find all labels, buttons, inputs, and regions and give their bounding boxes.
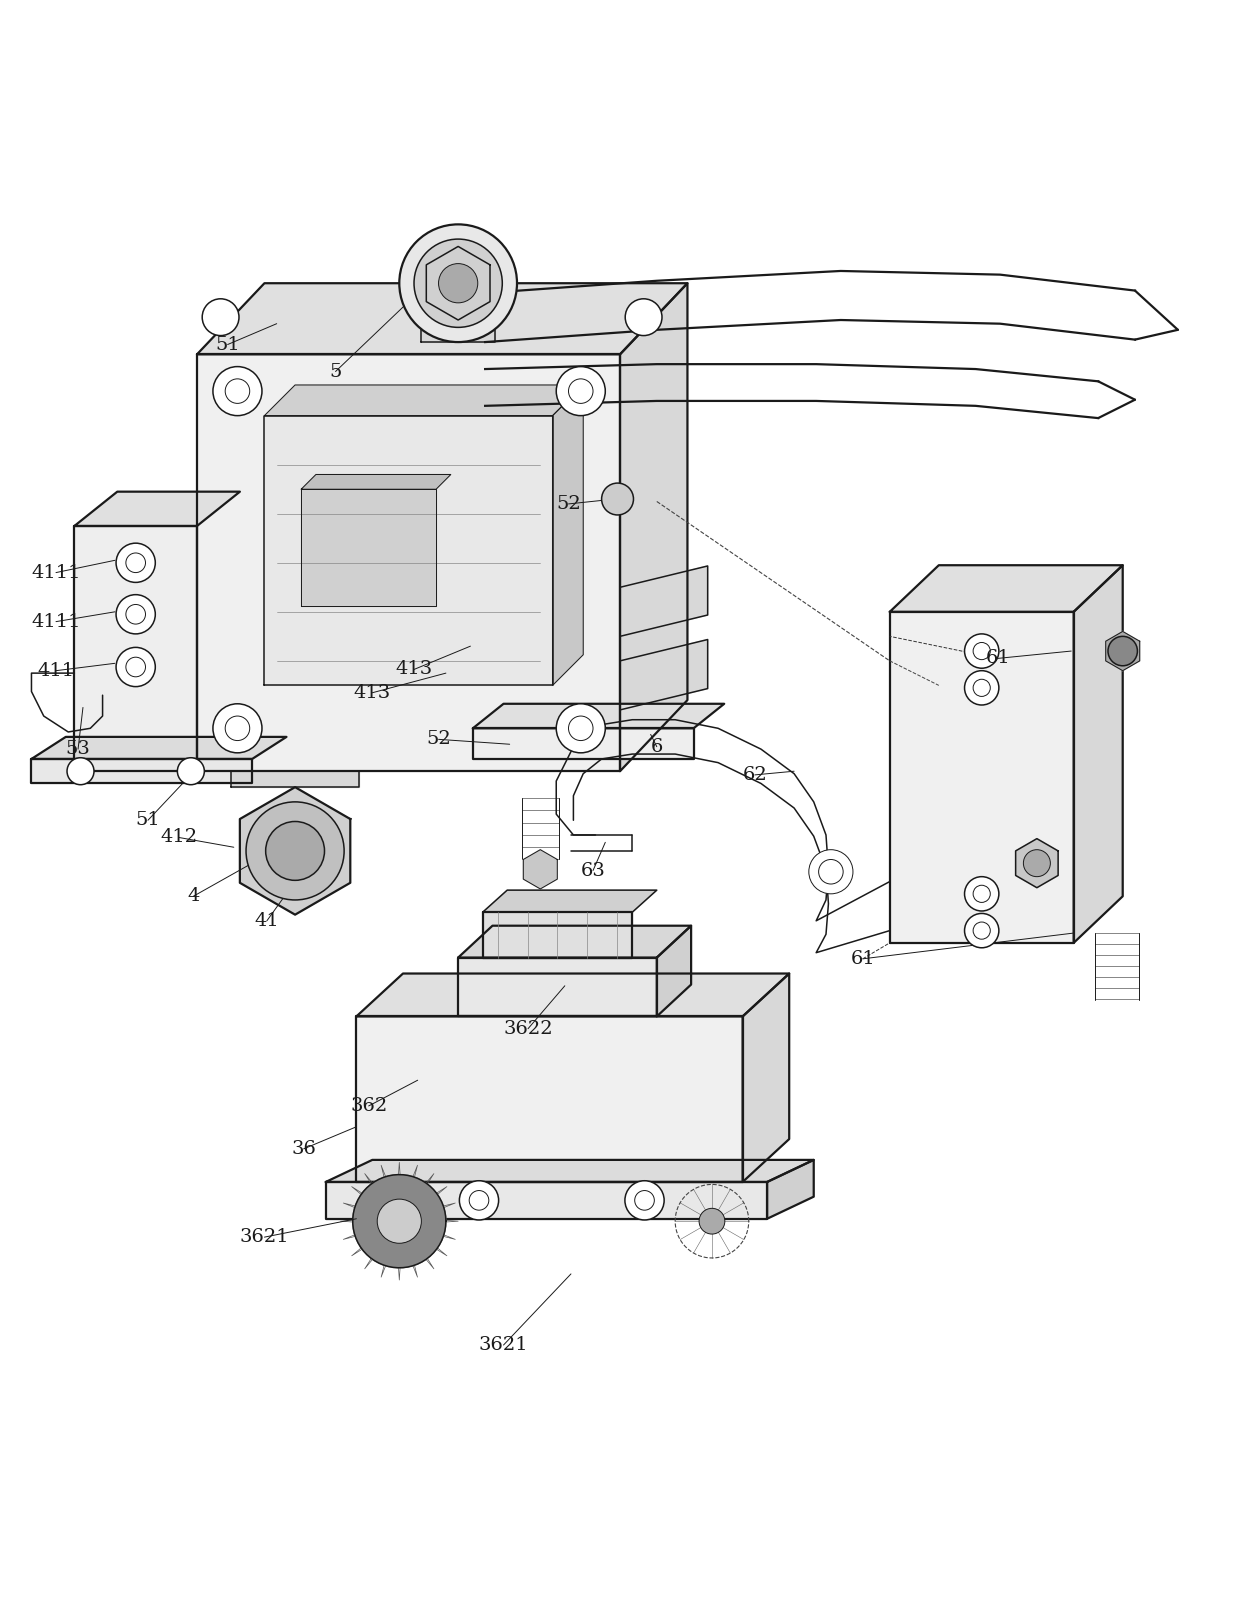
Text: 413: 413	[396, 661, 433, 679]
Polygon shape	[264, 415, 553, 685]
Text: 51: 51	[135, 811, 160, 829]
Text: 53: 53	[66, 740, 91, 758]
Text: 36: 36	[291, 1139, 316, 1157]
Text: 3621: 3621	[239, 1228, 289, 1246]
Polygon shape	[472, 705, 724, 729]
Circle shape	[557, 367, 605, 415]
Polygon shape	[620, 640, 708, 709]
Text: 63: 63	[580, 861, 605, 879]
Text: 62: 62	[743, 766, 768, 784]
Polygon shape	[264, 385, 583, 415]
Text: 4: 4	[187, 887, 200, 905]
Polygon shape	[197, 354, 620, 771]
Circle shape	[246, 802, 345, 900]
Circle shape	[557, 705, 605, 753]
Polygon shape	[458, 958, 657, 1016]
Circle shape	[213, 367, 262, 415]
Polygon shape	[356, 1016, 743, 1181]
Circle shape	[459, 1181, 498, 1220]
Circle shape	[965, 633, 999, 669]
Polygon shape	[458, 926, 691, 958]
Polygon shape	[472, 729, 693, 760]
Circle shape	[213, 705, 262, 753]
Circle shape	[117, 543, 155, 582]
Text: 412: 412	[160, 829, 197, 847]
Polygon shape	[74, 525, 197, 771]
Circle shape	[439, 263, 477, 302]
Polygon shape	[326, 1160, 813, 1181]
Circle shape	[414, 239, 502, 328]
Circle shape	[965, 671, 999, 705]
Polygon shape	[657, 926, 691, 1016]
Text: 362: 362	[350, 1097, 387, 1115]
Text: 52: 52	[556, 494, 580, 512]
Circle shape	[965, 876, 999, 911]
Polygon shape	[553, 385, 583, 685]
Text: 3622: 3622	[503, 1020, 553, 1037]
Text: 413: 413	[353, 684, 391, 701]
Polygon shape	[482, 890, 657, 911]
Polygon shape	[890, 612, 1074, 942]
Polygon shape	[239, 787, 350, 915]
Polygon shape	[352, 1175, 446, 1269]
Circle shape	[377, 1199, 422, 1243]
Circle shape	[117, 595, 155, 633]
Polygon shape	[356, 973, 789, 1016]
Text: 41: 41	[254, 911, 279, 929]
Circle shape	[965, 913, 999, 947]
Circle shape	[117, 648, 155, 687]
Circle shape	[1023, 850, 1050, 876]
Circle shape	[699, 1209, 725, 1235]
Circle shape	[625, 299, 662, 336]
Polygon shape	[301, 490, 436, 606]
Polygon shape	[74, 491, 239, 525]
Polygon shape	[890, 566, 1122, 612]
Polygon shape	[482, 911, 632, 958]
Circle shape	[265, 821, 325, 881]
Polygon shape	[1074, 566, 1122, 942]
Text: 411: 411	[37, 661, 74, 680]
Text: 3621: 3621	[479, 1336, 528, 1354]
Text: 52: 52	[427, 730, 451, 748]
Text: 51: 51	[216, 336, 241, 354]
Circle shape	[67, 758, 94, 785]
Text: 5: 5	[330, 362, 342, 380]
Text: 4111: 4111	[31, 564, 81, 582]
Circle shape	[399, 225, 517, 343]
Polygon shape	[31, 760, 252, 784]
Text: 4111: 4111	[31, 612, 81, 630]
Circle shape	[202, 299, 239, 336]
Polygon shape	[1106, 632, 1140, 671]
Polygon shape	[301, 475, 451, 490]
Polygon shape	[1016, 839, 1058, 887]
Polygon shape	[422, 314, 495, 343]
Polygon shape	[743, 973, 789, 1181]
Circle shape	[808, 850, 853, 894]
Text: 61: 61	[986, 650, 1011, 667]
Polygon shape	[620, 283, 687, 771]
Polygon shape	[197, 283, 687, 354]
Polygon shape	[620, 566, 708, 637]
Text: 61: 61	[851, 950, 875, 968]
Circle shape	[601, 483, 634, 516]
Circle shape	[625, 1181, 665, 1220]
Polygon shape	[232, 771, 358, 787]
Polygon shape	[31, 737, 286, 760]
Polygon shape	[523, 850, 557, 889]
Text: 6: 6	[651, 737, 663, 756]
Circle shape	[177, 758, 205, 785]
Polygon shape	[326, 1181, 768, 1218]
Polygon shape	[427, 247, 490, 320]
Polygon shape	[768, 1160, 813, 1218]
Circle shape	[1109, 637, 1137, 666]
